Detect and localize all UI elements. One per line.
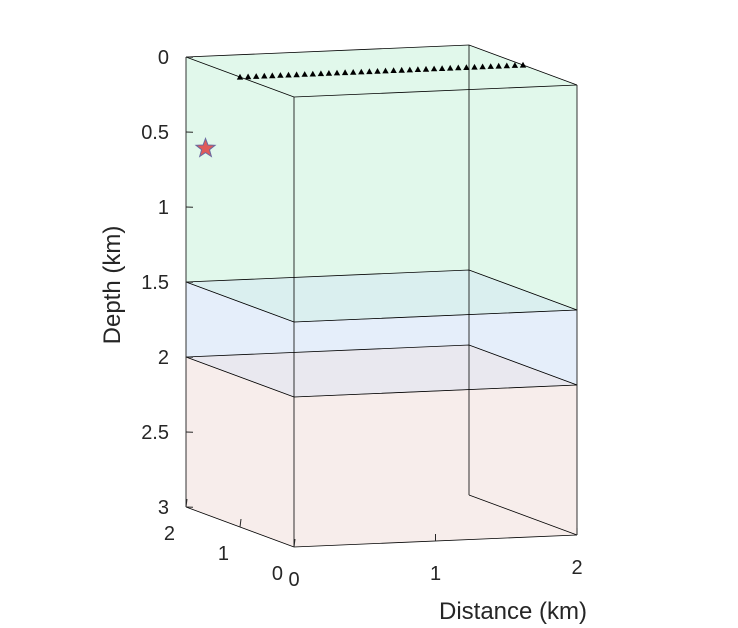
source-marker xyxy=(194,136,217,158)
receiver-triangle xyxy=(398,66,405,73)
receiver-triangle xyxy=(358,68,365,75)
box-edge xyxy=(468,494,578,536)
receiver-triangle xyxy=(471,63,478,70)
receiver-triangle xyxy=(430,65,438,72)
receiver-triangle xyxy=(455,64,462,71)
receiver-triangle xyxy=(495,62,502,69)
z-tick-label: 3 xyxy=(158,497,169,519)
y-tick-label: 1 xyxy=(218,543,229,565)
interface-outline xyxy=(185,344,578,398)
receiver-triangle xyxy=(293,71,300,78)
receiver-triangle xyxy=(479,63,486,70)
receiver-triangle xyxy=(277,72,284,78)
receiver-triangle xyxy=(511,62,519,68)
layer-2 xyxy=(186,282,577,397)
receiver-triangle xyxy=(447,64,454,71)
z-tick-label: 0 xyxy=(158,47,169,69)
velocity-layers xyxy=(185,45,578,547)
receiver-triangle xyxy=(285,71,292,78)
x-tick-label: 2 xyxy=(571,557,582,579)
receiver-array xyxy=(236,61,527,80)
receiver-triangle xyxy=(487,63,494,69)
receiver-triangle xyxy=(382,67,389,74)
source-star xyxy=(194,136,217,158)
receiver-triangle xyxy=(301,71,308,77)
interface-outline xyxy=(185,269,578,323)
receiver-triangle xyxy=(350,69,357,75)
receiver-triangle xyxy=(366,68,373,75)
receiver-triangle xyxy=(261,72,268,79)
receiver-triangle xyxy=(438,65,446,71)
z-tick-label: 0.5 xyxy=(141,122,169,144)
y-tick-label: 2 xyxy=(164,523,175,545)
receiver-triangle xyxy=(390,67,397,73)
receiver-triangle xyxy=(503,62,510,69)
z-tick-label: 2 xyxy=(158,347,169,369)
y-tick xyxy=(185,498,188,508)
z-tick-label: 2.5 xyxy=(141,422,169,444)
receiver-triangle xyxy=(406,66,413,73)
receiver-triangle xyxy=(414,66,422,72)
receiver-triangle xyxy=(422,65,430,72)
receiver-triangle xyxy=(253,73,260,79)
y-tick-label: 0 xyxy=(272,563,283,585)
x-axis-label: Distance (km) xyxy=(439,598,587,625)
y-tick xyxy=(239,518,242,528)
x-tick-label: 1 xyxy=(430,563,441,585)
receiver-triangle xyxy=(333,69,341,76)
receiver-triangle xyxy=(236,73,244,80)
receiver-triangle xyxy=(519,61,527,68)
receiver-triangle xyxy=(309,70,316,77)
box-edge xyxy=(293,84,578,98)
z-tick-label: 1 xyxy=(158,197,169,219)
z-tick-label: 1.5 xyxy=(141,272,169,294)
layer-1 xyxy=(186,45,577,322)
z-axis-label: Depth (km) xyxy=(99,226,126,345)
receiver-triangle xyxy=(244,73,252,80)
x-tick-label: 0 xyxy=(288,569,299,591)
receiver-triangle xyxy=(269,72,276,79)
receiver-triangle xyxy=(317,70,325,77)
receiver-triangle xyxy=(463,64,470,70)
receiver-triangle xyxy=(374,68,381,74)
receiver-triangle xyxy=(325,70,333,76)
box-edge xyxy=(185,44,470,58)
axis-ticks: 0 0.5 1 1.5 2 2.5 3 0 1 2 0 1 2 xyxy=(141,47,582,591)
y-tick xyxy=(293,538,296,548)
receiver-triangle xyxy=(341,69,349,76)
layer-3 xyxy=(186,357,577,547)
